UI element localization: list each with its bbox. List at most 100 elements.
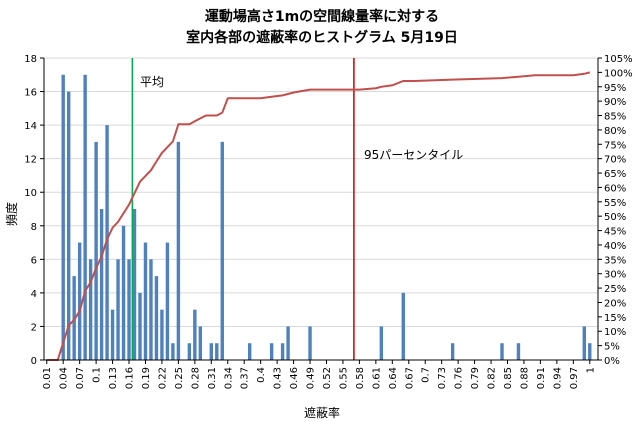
bar-3: [77, 242, 82, 360]
bar-9: [110, 309, 115, 360]
x-tick-label-14: 0.43: [273, 367, 284, 389]
y2-tick-label-3: 15%: [604, 313, 626, 324]
bar-32: [308, 326, 312, 360]
y-tick-label-2: 4: [31, 289, 37, 300]
bar-24: [198, 326, 203, 360]
bar-39: [588, 343, 592, 360]
x-tick-label-19: 0.58: [355, 367, 366, 389]
y2-tick-label-8: 40%: [604, 241, 626, 252]
y2-tick-label-17: 85%: [604, 112, 626, 123]
bar-30: [280, 343, 285, 360]
x-tick-label-8: 0.25: [174, 367, 185, 389]
x-tick-label-1: 0.04: [59, 367, 70, 389]
bar-4: [83, 74, 87, 361]
y2-tick-label-21: 105%: [604, 54, 633, 65]
x-tick-label-30: 0.91: [536, 367, 547, 389]
y2-tick-label-2: 10%: [604, 327, 626, 338]
bar-5: [88, 259, 93, 360]
y2-tick-label-0: 0%: [604, 356, 620, 367]
bar-1: [66, 91, 71, 361]
y-tick-label-3: 6: [31, 255, 37, 266]
x-tick-label-6: 0.19: [141, 367, 152, 389]
bar-38: [582, 326, 586, 360]
y-tick-label-8: 16: [24, 88, 37, 99]
bar-0: [61, 74, 65, 361]
bar-7: [99, 209, 104, 360]
y2-tick-label-16: 80%: [604, 126, 626, 137]
bar-26: [215, 343, 219, 360]
cumulative-line: [46, 71, 591, 361]
y-tick-label-6: 12: [24, 155, 37, 166]
bar-23: [193, 309, 197, 360]
bar-12: [127, 259, 131, 360]
bar-16: [149, 259, 153, 360]
y2-tick-label-12: 60%: [604, 183, 626, 194]
y-tick-label-0: 0: [31, 356, 37, 367]
x-tick-label-16: 0.49: [306, 367, 317, 389]
y2-tick-label-20: 100%: [604, 68, 633, 79]
x-tick-label-10: 0.31: [207, 367, 218, 389]
x-tick-label-20: 0.61: [371, 367, 382, 389]
y2-tick-label-15: 75%: [604, 140, 626, 151]
x-tick-label-33: 1: [585, 367, 596, 373]
x-tick-label-26: 0.79: [470, 367, 481, 389]
x-tick-label-0: 0.01: [42, 367, 53, 389]
bar-19: [165, 242, 170, 360]
bar-20: [171, 343, 175, 360]
bar-29: [269, 343, 274, 360]
x-tick-label-17: 0.52: [322, 367, 333, 389]
x-tick-label-9: 0.28: [190, 367, 201, 389]
y2-tick-label-19: 95%: [604, 83, 626, 94]
tick-labels: 0246810121416180%5%10%15%20%25%30%35%40%…: [24, 54, 632, 389]
y2-tick-label-13: 65%: [604, 169, 626, 180]
x-tick-label-32: 0.97: [569, 367, 580, 389]
y2-tick-label-18: 90%: [604, 97, 626, 108]
y2-tick-label-1: 5%: [604, 342, 620, 353]
x-tick-label-21: 0.64: [388, 367, 399, 389]
y2-tick-label-14: 70%: [604, 155, 626, 166]
y-tick-label-5: 10: [24, 188, 37, 199]
x-tick-label-18: 0.55: [338, 367, 349, 389]
x-tick-label-24: 0.73: [437, 367, 448, 389]
x-tick-label-28: 0.85: [503, 367, 514, 389]
y2-tick-label-4: 20%: [604, 298, 626, 309]
y-tick-label-4: 8: [31, 222, 37, 233]
x-tick-label-4: 0.13: [108, 367, 119, 389]
x-tick-label-15: 0.46: [289, 367, 300, 389]
bar-33: [379, 326, 384, 360]
y2-tick-label-9: 45%: [604, 227, 626, 238]
bar-15: [143, 242, 148, 360]
bar-13: [132, 209, 137, 360]
bar-27: [220, 141, 224, 360]
y-tick-label-1: 2: [31, 322, 37, 333]
x-tick-label-7: 0.22: [157, 367, 168, 389]
x-tick-label-29: 0.88: [520, 367, 531, 389]
y-tick-label-9: 18: [24, 54, 37, 65]
histogram-bars: [61, 74, 592, 361]
x-tick-label-22: 0.67: [404, 367, 415, 389]
bar-6: [94, 141, 98, 360]
x-tick-label-3: 0.1: [92, 367, 103, 383]
x-tick-label-2: 0.07: [75, 367, 86, 389]
x-tick-label-5: 0.16: [125, 367, 136, 389]
bar-36: [500, 343, 504, 360]
y2-tick-label-6: 30%: [604, 270, 626, 281]
chart-title-line-1: 運動場高さ1mの空間線量率に対する: [205, 8, 439, 25]
bar-35: [450, 343, 455, 360]
x-tick-label-27: 0.82: [487, 367, 498, 389]
p95-annotation: 95パーセンタイル: [364, 148, 463, 162]
x-tick-label-12: 0.37: [240, 367, 251, 389]
bar-28: [247, 343, 252, 360]
y2-tick-label-7: 35%: [604, 255, 626, 266]
bar-34: [401, 292, 405, 360]
y-axis-label: 頻度: [4, 202, 19, 226]
mean-annotation: 平均: [140, 75, 164, 89]
bar-22: [187, 343, 192, 360]
bar-17: [154, 276, 159, 360]
bar-31: [286, 326, 290, 360]
x-tick-label-11: 0.34: [223, 367, 234, 389]
y2-tick-label-10: 50%: [604, 212, 626, 223]
y2-tick-label-5: 25%: [604, 284, 626, 295]
